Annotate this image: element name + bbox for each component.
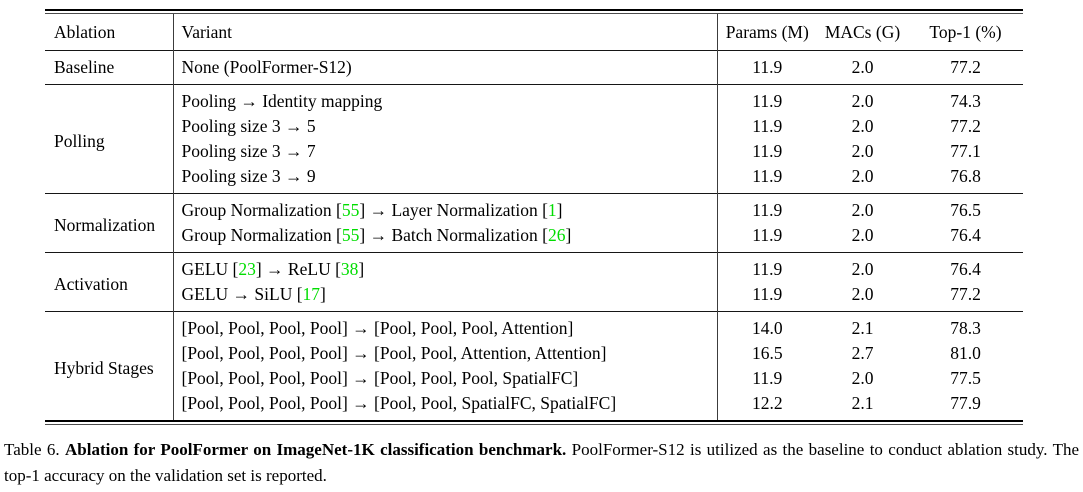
params-cell: 11.9 <box>716 193 817 223</box>
top1-cell: 77.2 <box>908 50 1023 85</box>
params-cell: 11.9 <box>716 282 817 312</box>
section-baseline: Baseline None (PoolFormer-S12) 11.9 2.0 … <box>45 50 1023 85</box>
citation-link[interactable]: 55 <box>341 200 360 220</box>
section-normalization: Normalization Group Normalization [55] →… <box>45 193 1023 253</box>
table-row: Hybrid Stages [Pool, Pool, Pool, Pool] →… <box>45 311 1023 420</box>
citation-link[interactable]: 23 <box>238 259 256 279</box>
table-header-row: Ablation Variant Params (M) MACs (G) Top… <box>45 14 1023 51</box>
header-variant: Variant <box>172 14 717 51</box>
macs-cell: 2.0 <box>817 50 908 85</box>
table-row: Pooling size 3 → 9 11.9 2.0 76.8 <box>45 164 1023 194</box>
ablation-label: Normalization <box>45 193 173 253</box>
macs-cell: 2.0 <box>817 84 908 114</box>
top1-cell: 76.4 <box>908 252 1023 282</box>
params-cell: 11.9 <box>716 366 817 391</box>
top-rule <box>45 9 1023 14</box>
params-cell: 11.9 <box>716 84 817 114</box>
caption-bold-title: Ablation for PoolFormer on ImageNet-1K c… <box>64 440 567 459</box>
citation-link[interactable]: 38 <box>340 259 359 279</box>
macs-cell: 2.0 <box>851 225 874 245</box>
header-ablation: Ablation <box>54 22 116 42</box>
header-macs: MACs (G) <box>824 22 901 42</box>
ablation-label: Polling <box>45 84 173 194</box>
ablation-label: Baseline <box>45 50 173 85</box>
top1-cell: 77.9 <box>950 393 981 413</box>
top1-cell: 77.5 <box>950 368 981 388</box>
ablation-label: Activation <box>45 252 173 312</box>
variant-cell: None (PoolFormer-S12) <box>172 50 717 85</box>
variant-cell: [Pool, Pool, Pool, Pool] → [Pool, Pool, … <box>172 341 717 366</box>
macs-cell: 2.0 <box>851 116 874 136</box>
top1-cell: 76.8 <box>950 166 981 186</box>
variant-cell: [Pool, Pool, Pool, Pool] → [Pool, Pool, … <box>172 391 717 420</box>
table-row: Normalization Group Normalization [55] →… <box>45 193 1023 253</box>
table-row: Pooling size 3 → 5 11.9 2.0 77.2 <box>45 114 1023 139</box>
params-cell: 12.2 <box>716 391 817 420</box>
params-cell: 11.9 <box>716 223 817 253</box>
macs-cell: 2.0 <box>851 166 874 186</box>
macs-cell: 2.0 <box>851 368 874 388</box>
table-row: [Pool, Pool, Pool, Pool] → [Pool, Pool, … <box>45 341 1023 366</box>
table-row: Activation GELU [23] → ReLU [38] 11.9 2.… <box>45 252 1023 312</box>
top1-cell: 81.0 <box>950 343 981 363</box>
bottom-rule <box>45 420 1023 425</box>
caption-label: Table 6. <box>4 440 60 459</box>
header-top1: Top-1 (%) <box>929 22 1002 42</box>
variant-cell: GELU → SiLU [17] <box>172 282 717 312</box>
table-row: Pooling size 3 → 7 11.9 2.0 77.1 <box>45 139 1023 164</box>
params-cell: 11.9 <box>716 164 817 194</box>
citation-link[interactable]: 55 <box>341 225 360 245</box>
variant-cell: [Pool, Pool, Pool, Pool] → [Pool, Pool, … <box>172 311 717 341</box>
params-cell: 11.9 <box>716 252 817 282</box>
macs-cell: 2.1 <box>817 311 908 341</box>
params-cell: 11.9 <box>716 50 817 85</box>
params-cell: 11.9 <box>716 139 817 164</box>
table-row: Ablation Variant Params (M) MACs (G) Top… <box>45 14 1023 51</box>
top1-cell: 76.4 <box>950 225 981 245</box>
variant-cell: Pooling size 3 → 7 <box>172 139 717 164</box>
ablation-label: Hybrid Stages <box>45 311 173 420</box>
table-row: [Pool, Pool, Pool, Pool] → [Pool, Pool, … <box>45 366 1023 391</box>
variant-cell: Pooling → Identity mapping <box>172 84 717 114</box>
macs-cell: 2.0 <box>817 193 908 223</box>
citation-link[interactable]: 26 <box>547 225 566 245</box>
header-params: Params (M) <box>716 14 817 51</box>
macs-cell: 2.7 <box>851 343 874 363</box>
top1-cell: 77.1 <box>950 141 981 161</box>
variant-cell: Group Normalization [55] → Batch Normali… <box>172 223 717 253</box>
citation-link[interactable]: 17 <box>302 284 321 304</box>
table-row: Baseline None (PoolFormer-S12) 11.9 2.0 … <box>45 50 1023 85</box>
table-row: [Pool, Pool, Pool, Pool] → [Pool, Pool, … <box>45 391 1023 420</box>
macs-cell: 2.0 <box>817 252 908 282</box>
table-row: Polling Pooling → Identity mapping 11.9 … <box>45 84 1023 194</box>
variant-cell: Pooling size 3 → 5 <box>172 114 717 139</box>
table-row: GELU → SiLU [17] 11.9 2.0 77.2 <box>45 282 1023 312</box>
caption-text: PoolFormer-S12 is utilized as the baseli… <box>4 440 1080 486</box>
macs-cell: 2.0 <box>851 284 874 304</box>
macs-cell: 2.1 <box>851 393 874 413</box>
table-caption: Table 6. Ablation for PoolFormer on Imag… <box>4 437 1079 490</box>
macs-cell: 2.0 <box>851 141 874 161</box>
variant-cell: Pooling size 3 → 9 <box>172 164 717 194</box>
variant-cell: [Pool, Pool, Pool, Pool] → [Pool, Pool, … <box>172 366 717 391</box>
table-row: Group Normalization [55] → Batch Normali… <box>45 223 1023 253</box>
params-cell: 16.5 <box>716 341 817 366</box>
section-activation: Activation GELU [23] → ReLU [38] 11.9 2.… <box>45 252 1023 312</box>
variant-cell: GELU [23] → ReLU [38] <box>172 252 717 282</box>
top1-cell: 77.2 <box>950 284 981 304</box>
top1-cell: 77.2 <box>950 116 981 136</box>
variant-cell: Group Normalization [55] → Layer Normali… <box>172 193 717 223</box>
section-polling: Polling Pooling → Identity mapping 11.9 … <box>45 84 1023 194</box>
top1-cell: 76.5 <box>908 193 1023 223</box>
top1-cell: 74.3 <box>908 84 1023 114</box>
params-cell: 11.9 <box>716 114 817 139</box>
params-cell: 14.0 <box>716 311 817 341</box>
section-hybrid-stages: Hybrid Stages [Pool, Pool, Pool, Pool] →… <box>45 311 1023 420</box>
citation-link[interactable]: 1 <box>547 200 557 220</box>
ablation-table: Ablation Variant Params (M) MACs (G) Top… <box>45 9 1023 425</box>
top1-cell: 78.3 <box>908 311 1023 341</box>
